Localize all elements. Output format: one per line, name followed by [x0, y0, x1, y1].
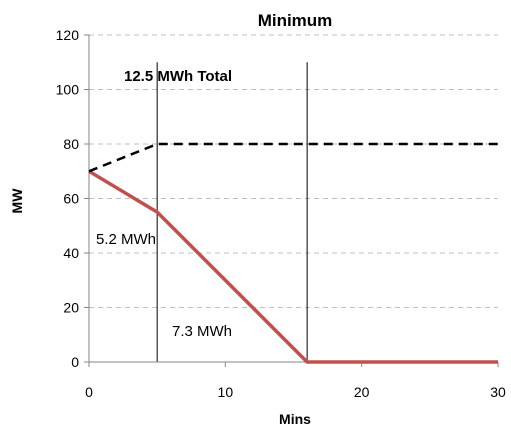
power-line [88, 169, 498, 364]
annotation-total: 12.5 MWh Total [124, 68, 232, 85]
annotation-segment-2: 7.3 MWh [172, 323, 232, 340]
x-tick-label-30: 30 [490, 384, 506, 400]
tick-labels: 0 20 40 60 80 100 120 0 10 20 30 [56, 27, 506, 400]
x-tick-label-20: 20 [354, 384, 370, 400]
y-tick-label-100: 100 [56, 82, 80, 98]
y-tick-label-0: 0 [71, 354, 79, 370]
y-axis-title: MW [9, 188, 25, 214]
limit-line [88, 142, 498, 173]
y-tick-label-120: 120 [56, 27, 80, 43]
chart-title: Minimum [258, 11, 333, 30]
x-tick-label-10: 10 [218, 384, 234, 400]
y-tick-label-40: 40 [63, 245, 79, 261]
x-tick-label-0: 0 [85, 384, 93, 400]
annotation-segment-1: 5.2 MWh [96, 231, 156, 248]
x-axis-title: Mins [279, 411, 311, 427]
y-tick-label-60: 60 [63, 191, 79, 207]
y-tick-label-20: 20 [63, 300, 79, 316]
y-tick-label-80: 80 [63, 136, 79, 152]
series-group [88, 142, 498, 364]
